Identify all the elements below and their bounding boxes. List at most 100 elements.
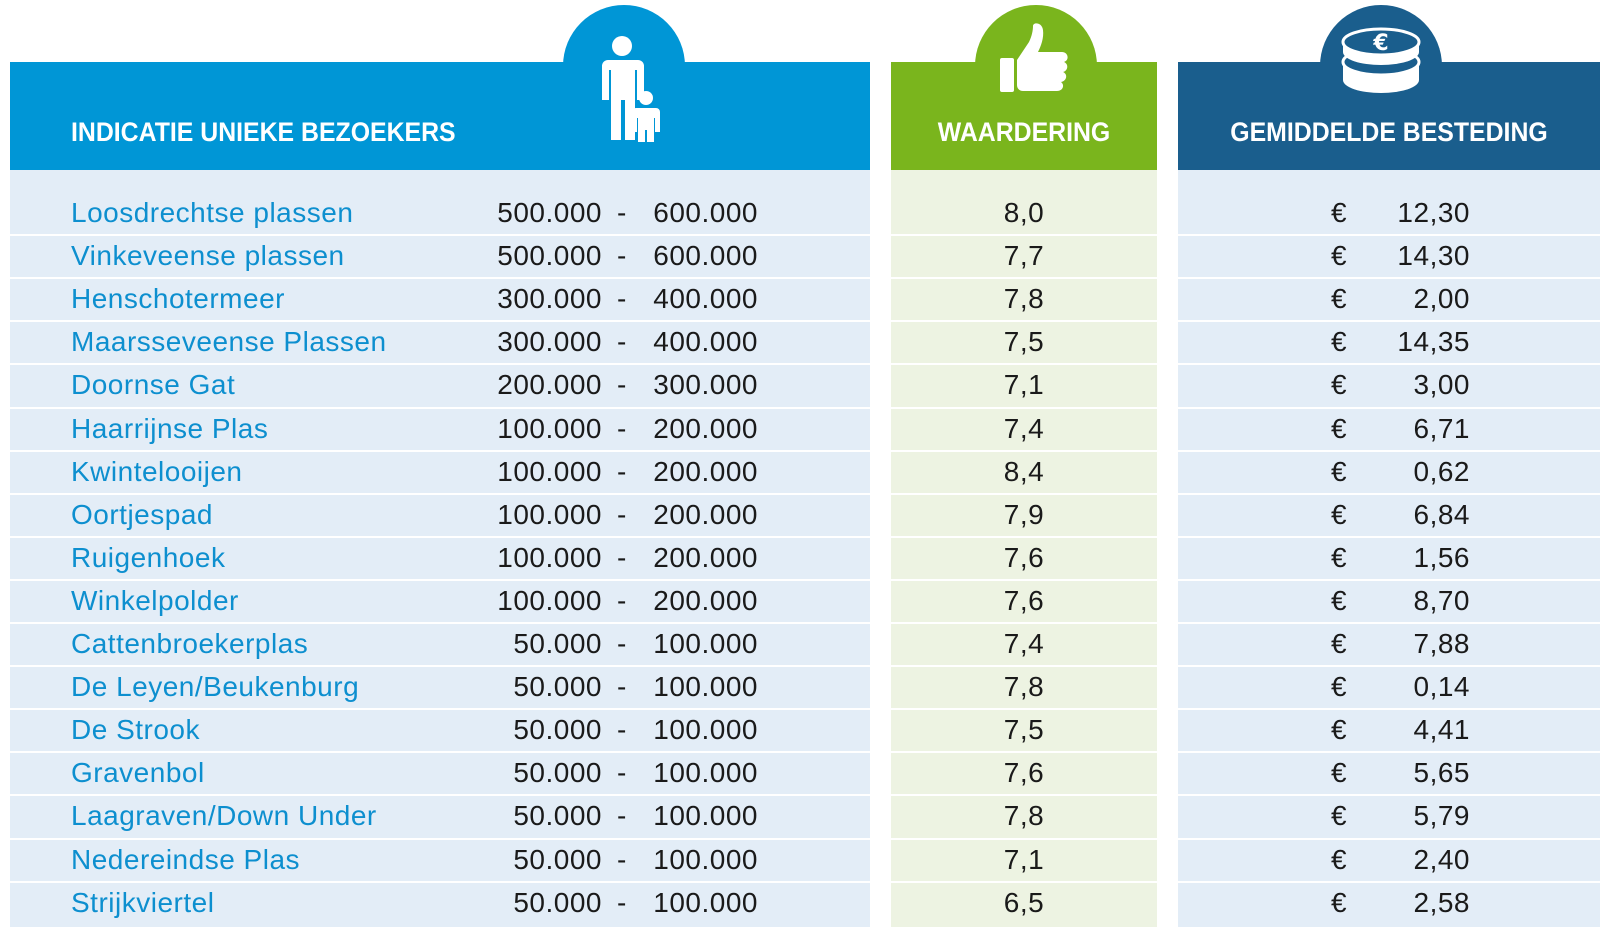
visitors-high: 200.000 (653, 455, 758, 487)
row-separator (1178, 449, 1600, 452)
row-separator (10, 880, 870, 883)
visitors-header: INDICATIE UNIEKE BEZOEKERS (71, 117, 456, 147)
location-name: Strijkviertel (71, 886, 215, 918)
visitors-low: 500.000 (497, 197, 602, 228)
rating: 7,1 (1003, 369, 1045, 401)
visitors-high: 600.000 (653, 197, 758, 228)
row-separator (1178, 622, 1600, 624)
location-name: Nedereindse Plas (71, 843, 301, 875)
range-separator: - (617, 843, 627, 875)
location-name: De Leyen/Beukenburg (71, 671, 360, 703)
location-name: De Strook (71, 714, 200, 746)
location-name: Henschotermeer (71, 283, 285, 315)
visitors-high: 400.000 (653, 283, 758, 315)
rating: 7,6 (1003, 584, 1045, 616)
visitors-low: 50.000 (513, 714, 602, 746)
visitors-high: 100.000 (653, 843, 758, 875)
visitors-low: 200.000 (497, 369, 602, 401)
range-separator: - (617, 628, 627, 659)
location-name: Oortjespad (71, 498, 213, 530)
row-separator (891, 535, 1157, 538)
spending-header: GEMIDDELDE BESTEDING (1230, 117, 1548, 147)
visitors-high: 200.000 (653, 412, 758, 444)
spending: 2,58 (1413, 886, 1470, 918)
spending: 8,70 (1413, 584, 1470, 616)
rating: 7,4 (1003, 628, 1045, 659)
header-graphics: € (10, 5, 1600, 170)
visitors-high: 100.000 (653, 886, 758, 918)
spending: 14,30 (1397, 240, 1470, 272)
range-separator: - (617, 886, 627, 918)
spending: 7,88 (1413, 628, 1470, 659)
spending: 3,00 (1413, 369, 1470, 401)
row-separator (1178, 492, 1600, 495)
row-separator (10, 406, 870, 409)
visitors-low: 50.000 (513, 843, 602, 875)
visitors-high: 100.000 (653, 671, 758, 703)
visitors-high: 100.000 (653, 628, 758, 659)
range-separator: - (617, 800, 627, 832)
visitors-body (10, 170, 870, 927)
row-separator (1178, 535, 1600, 538)
visitors-low: 100.000 (497, 584, 602, 616)
currency: € (1331, 800, 1348, 832)
visitors-high: 100.000 (653, 757, 758, 789)
location-name: Winkelpolder (71, 584, 239, 616)
row-separator (891, 320, 1157, 323)
svg-text:€: € (1372, 31, 1388, 56)
visitors-low: 50.000 (513, 671, 602, 703)
row-separator (1178, 880, 1600, 883)
range-separator: - (617, 541, 627, 573)
rating-header: WAARDERING (937, 117, 1111, 147)
currency: € (1331, 240, 1348, 272)
rating: 7,8 (1003, 283, 1045, 315)
visitors-low: 500.000 (497, 240, 602, 272)
visitors-low: 300.000 (497, 326, 602, 358)
currency: € (1331, 843, 1348, 875)
visitors-header-band (10, 62, 870, 170)
rating: 7,5 (1003, 714, 1045, 746)
range-separator: - (617, 584, 627, 616)
rating: 7,1 (1003, 843, 1045, 875)
row-separator (891, 837, 1157, 840)
row-separator (1178, 320, 1600, 323)
row-separator (10, 363, 870, 366)
range-separator: - (617, 326, 627, 358)
location-name: Maarsseveense Plassen (71, 326, 387, 358)
range-separator: - (617, 412, 627, 444)
row-separator (1178, 751, 1600, 754)
row-separator (891, 449, 1157, 452)
location-name: Doornse Gat (71, 369, 236, 401)
thumbs-up-icon (1000, 23, 1068, 92)
visitors-low: 50.000 (513, 800, 602, 832)
row-separator (10, 535, 870, 538)
location-name: Loosdrechtse plassen (71, 197, 354, 228)
row-separator (1178, 578, 1600, 581)
location-name: Laagraven/Down Under (71, 800, 377, 832)
spending: 0,62 (1413, 455, 1470, 487)
rating: 7,6 (1003, 541, 1045, 573)
visitors-low: 50.000 (513, 757, 602, 789)
row-separator (1178, 837, 1600, 840)
row-separator (1178, 406, 1600, 409)
range-separator: - (617, 455, 627, 487)
currency: € (1331, 283, 1348, 315)
range-separator: - (617, 498, 627, 530)
spending: 6,84 (1413, 498, 1470, 530)
location-name: Gravenbol (71, 757, 205, 789)
visitors-low: 100.000 (497, 541, 602, 573)
row-separator (10, 708, 870, 711)
visitors-low: 300.000 (497, 283, 602, 315)
visitors-high: 100.000 (653, 800, 758, 832)
range-separator: - (617, 757, 627, 789)
coins-icon: € (1341, 27, 1421, 93)
rating: 7,4 (1003, 412, 1045, 444)
currency: € (1331, 886, 1348, 918)
row-separator (891, 880, 1157, 883)
range-separator: - (617, 240, 627, 272)
rating-body (891, 170, 1157, 927)
currency: € (1331, 541, 1348, 573)
row-separator (10, 449, 870, 452)
row-separator (1178, 665, 1600, 668)
row-separator (891, 708, 1157, 711)
